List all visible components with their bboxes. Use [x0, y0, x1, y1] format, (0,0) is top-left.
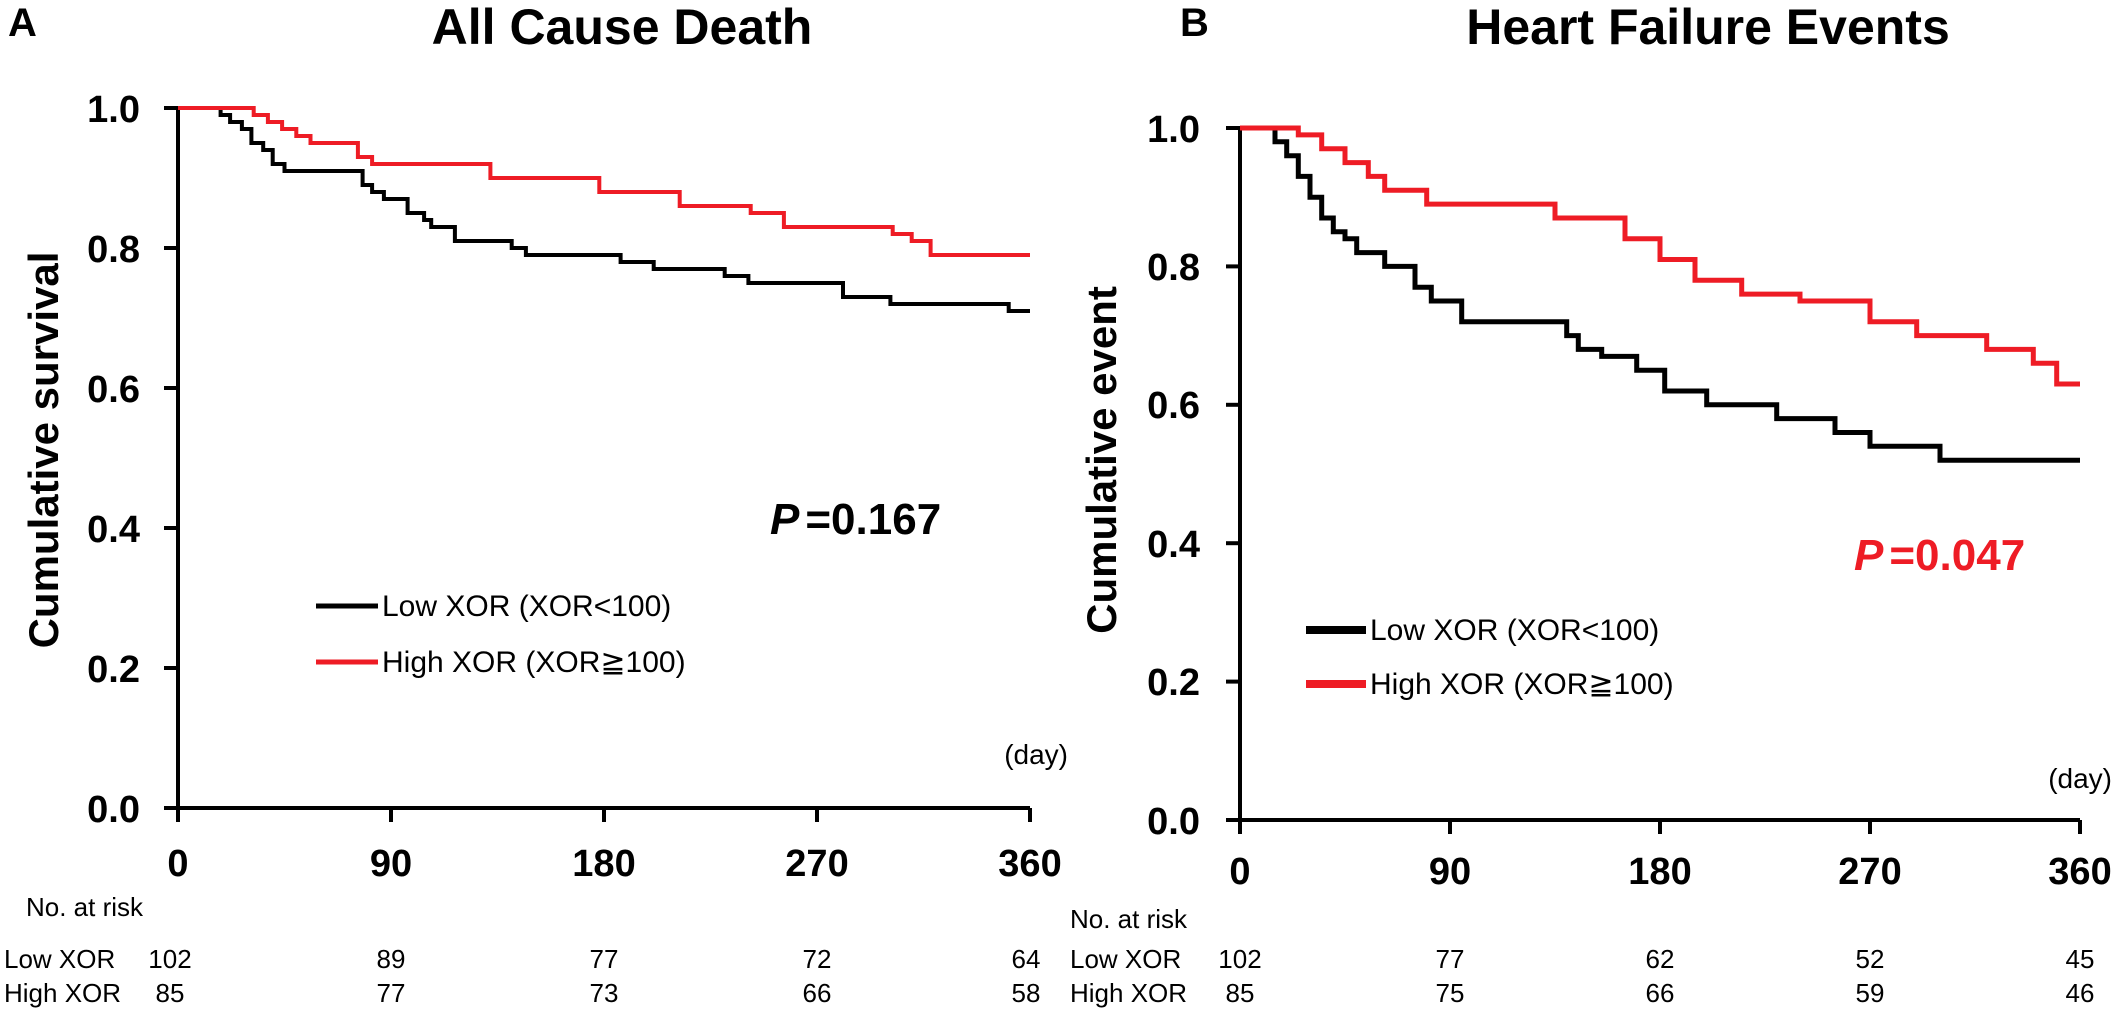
panel-b-at-risk-cell: 46 — [2066, 978, 2095, 1008]
panel-a-ytick: 1.0 — [87, 89, 140, 131]
panel-b-at-risk-header: No. at risk — [1070, 904, 1188, 934]
panel-a-series-low-xor-line — [178, 108, 1030, 311]
panel-b-ytick: 0.8 — [1147, 247, 1200, 289]
panel-b-series-high-xor-line — [1240, 128, 2080, 384]
panel-b-at-risk-cell: 59 — [1856, 978, 1885, 1008]
panel-b-p-label: P — [1854, 531, 1884, 580]
panel-a-legend-high: High XOR (XOR≧100) — [382, 646, 686, 679]
panel-b-at-risk-row-label: High XOR — [1070, 978, 1187, 1008]
panel-b-at-risk-table: No. at risk Low XOR High XOR 102 77 62 5… — [1070, 904, 2094, 1008]
panel-b-ticks — [1226, 128, 2080, 834]
panel-a-at-risk-cell: 102 — [148, 944, 191, 974]
panel-a-ticks — [164, 108, 1030, 822]
panel-b-at-risk-cell: 62 — [1646, 944, 1675, 974]
panel-b: B Heart Failure Events Cumulative event … — [1070, 0, 2112, 1008]
panel-b-at-risk-cell: 66 — [1646, 978, 1675, 1008]
panel-a-at-risk-cell: 72 — [803, 944, 832, 974]
panel-b-letter: B — [1180, 1, 1209, 45]
panel-b-axes — [1238, 128, 2080, 820]
panel-a-at-risk-cell: 77 — [377, 978, 406, 1008]
panel-a-at-risk-cell: 85 — [156, 978, 185, 1008]
panel-b-at-risk-cell: 102 — [1218, 944, 1261, 974]
panel-b-legend: Low XOR (XOR<100) High XOR (XOR≧100) — [1306, 614, 1674, 701]
panel-b-ylabel: Cumulative event — [1078, 286, 1125, 634]
panel-b-title: Heart Failure Events — [1466, 0, 1950, 55]
panel-a-letter: A — [8, 1, 37, 45]
panel-a-at-risk-cell: 66 — [803, 978, 832, 1008]
panel-a-ytick: 0.6 — [87, 369, 140, 411]
panel-a-xtick: 270 — [785, 843, 848, 885]
panel-b-at-risk-row-label: Low XOR — [1070, 944, 1181, 974]
panel-a-ytick: 0.8 — [87, 229, 140, 271]
panel-b-ytick: 0.6 — [1147, 385, 1200, 427]
panel-a-xtick: 360 — [998, 843, 1061, 885]
panel-b-curves — [1240, 128, 2080, 460]
panel-a-at-risk-row-label: High XOR — [4, 978, 121, 1008]
panel-b-ytick: 0.2 — [1147, 662, 1200, 704]
panel-a-at-risk-cell: 73 — [590, 978, 619, 1008]
panel-a-legend-low: Low XOR (XOR<100) — [382, 590, 671, 623]
panel-b-x-unit: (day) — [2048, 763, 2112, 794]
panel-b-p-value: P =0.047 — [1854, 531, 2025, 580]
panel-a-p-label: P — [770, 495, 800, 544]
panel-a-xtick: 180 — [572, 843, 635, 885]
panel-a-legend: Low XOR (XOR<100) High XOR (XOR≧100) — [316, 590, 686, 679]
panel-b-ytick: 1.0 — [1147, 109, 1200, 151]
panel-a-title: All Cause Death — [432, 0, 813, 55]
panel-a-ytick: 0.2 — [87, 649, 140, 691]
panel-a-at-risk-cell: 64 — [1012, 944, 1041, 974]
panel-a-ytick: 0.4 — [87, 509, 140, 551]
panel-a-axes — [176, 108, 1030, 808]
panel-b-at-risk-cell: 45 — [2066, 944, 2095, 974]
panel-a-ylabel: Cumulative survival — [20, 252, 67, 649]
panel-b-xtick: 180 — [1628, 851, 1691, 893]
panel-b-ytick: 0.4 — [1147, 524, 1200, 566]
panel-a-series-high-xor-line — [178, 108, 1030, 255]
panel-b-xtick: 360 — [2048, 851, 2111, 893]
panel-b-ytick: 0.0 — [1147, 801, 1200, 843]
panel-b-xtick: 90 — [1429, 851, 1471, 893]
panel-a-at-risk-row-label: Low XOR — [4, 944, 115, 974]
panel-a-at-risk-cell: 89 — [377, 944, 406, 974]
panel-b-p-number: =0.047 — [1889, 531, 2025, 580]
panel-a-at-risk-header: No. at risk — [26, 892, 144, 922]
panel-a-at-risk-cell: 58 — [1012, 978, 1041, 1008]
panel-a-x-unit: (day) — [1004, 739, 1068, 770]
panel-b-xtick: 0 — [1229, 851, 1250, 893]
panel-a-at-risk-table: No. at risk Low XOR High XOR 102 89 77 7… — [4, 892, 1040, 1008]
panel-a: A All Cause Death Cumulative survival 1.… — [4, 0, 1068, 1008]
panel-b-at-risk-cell: 85 — [1226, 978, 1255, 1008]
panel-a-p-value: P =0.167 — [770, 495, 941, 544]
panel-a-p-number: =0.167 — [805, 495, 941, 544]
panel-a-xtick: 90 — [370, 843, 412, 885]
panel-b-xtick: 270 — [1838, 851, 1901, 893]
panel-b-at-risk-cell: 52 — [1856, 944, 1885, 974]
panel-a-xtick: 0 — [167, 843, 188, 885]
panel-b-legend-low: Low XOR (XOR<100) — [1370, 614, 1659, 647]
panel-b-at-risk-cell: 77 — [1436, 944, 1465, 974]
panel-a-at-risk-cell: 77 — [590, 944, 619, 974]
panel-a-curves — [178, 108, 1030, 311]
panel-a-ytick: 0.0 — [87, 789, 140, 831]
panel-b-legend-high: High XOR (XOR≧100) — [1370, 668, 1674, 701]
panel-b-at-risk-cell: 75 — [1436, 978, 1465, 1008]
km-figure: A All Cause Death Cumulative survival 1.… — [0, 0, 2128, 1012]
